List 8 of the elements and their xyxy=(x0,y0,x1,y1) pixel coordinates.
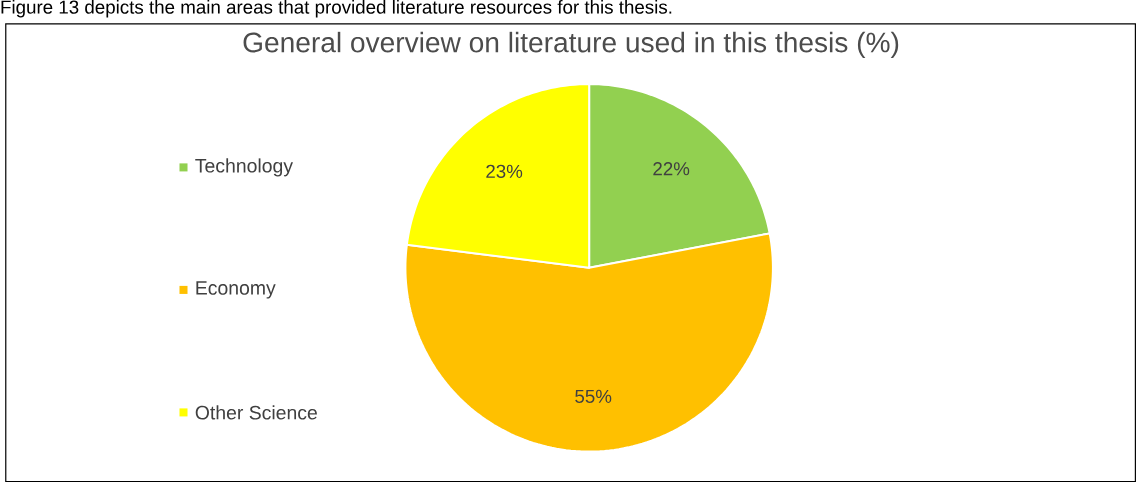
caption: Figure 13 depicts the main areas that provided literature resources for this thesis. xyxy=(1,0,672,18)
chart-title: General overview on literature used in this thesis (%) xyxy=(243,31,899,58)
data-label: 22% xyxy=(653,161,690,176)
data-label: 23% xyxy=(486,164,523,178)
legend-label: Other Science xyxy=(195,405,317,420)
legend-label: Economy xyxy=(196,281,276,299)
legend-label: Technology xyxy=(195,158,293,177)
data-label: 55% xyxy=(575,389,612,403)
